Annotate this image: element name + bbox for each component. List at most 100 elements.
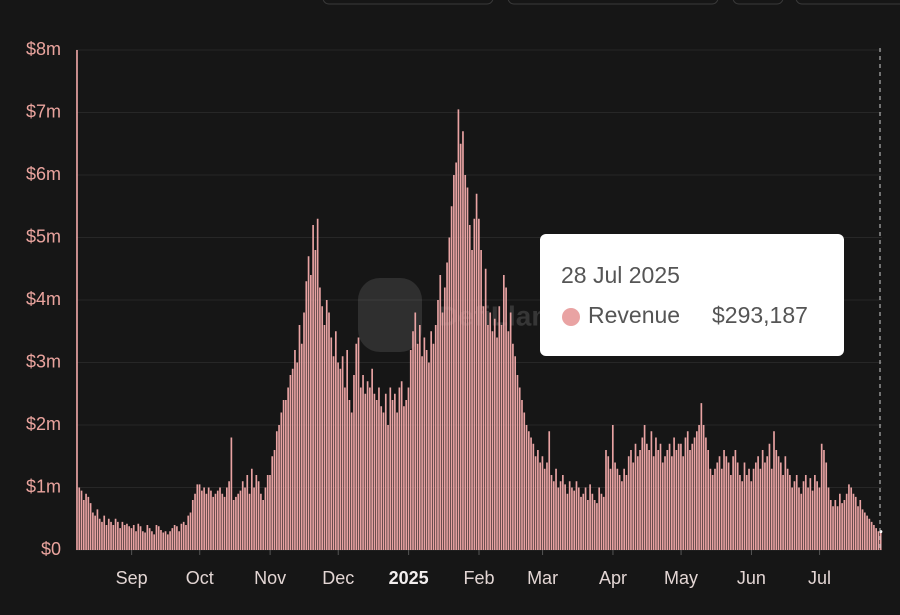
x-tick-label: Oct [186,568,214,588]
bar [334,331,337,550]
bar [216,490,219,550]
bar [391,400,394,550]
bar [564,484,566,550]
bar [332,356,335,550]
y-tick-label: $6m [26,164,61,184]
bar [459,143,462,550]
bar [300,343,303,550]
bar [264,487,267,550]
bar [471,250,473,550]
bar [748,468,750,550]
bar [257,481,260,550]
bar [879,531,882,550]
bar [187,515,190,550]
bar [793,481,796,550]
bar [761,450,764,550]
bar [877,531,880,550]
bar [509,312,512,550]
bar [92,512,94,550]
tooltip-value: $293,187 [712,302,808,328]
bar [403,406,405,550]
bar [527,431,530,550]
bar [434,325,437,550]
bar [287,387,289,550]
bar [119,528,121,550]
bar [764,462,766,550]
bar [555,468,557,550]
bar [811,490,814,550]
bar [214,493,217,550]
bar [350,412,353,550]
bar [305,281,308,550]
bar [443,287,446,550]
bar [584,487,587,550]
bar [155,525,158,550]
bar [223,496,226,550]
bar [235,496,237,550]
bar [171,528,174,550]
bar [593,500,596,550]
bar [863,512,866,550]
bar [843,500,846,550]
bar [773,431,775,550]
bar [807,487,809,550]
bar [428,362,430,550]
control-button[interactable] [732,0,784,5]
bar [664,456,666,550]
bar [500,325,503,550]
bar [759,468,762,550]
bar [784,456,787,550]
bar [248,493,251,550]
bar [607,456,610,550]
bar [636,456,639,550]
bar [502,275,505,550]
bar [346,350,349,550]
bar [750,481,753,550]
bar [586,500,589,550]
x-tick-label: Nov [254,568,286,588]
bar [652,456,655,550]
bar [441,312,444,550]
bar [532,443,535,550]
bar [432,343,435,550]
bar [94,515,96,550]
bar [768,443,771,550]
bar [425,350,428,550]
control-button[interactable] [322,0,494,5]
bar [398,387,401,550]
bar [307,256,310,550]
bar [627,456,630,550]
control-button[interactable] [507,0,719,5]
bar [316,218,319,550]
bar [646,443,648,550]
bar [135,531,137,550]
bar [369,387,371,550]
bar [337,362,339,550]
bar [321,306,324,550]
bar [575,481,578,550]
bar [153,534,156,550]
bar [609,468,612,550]
bar [711,475,714,550]
bar [718,456,721,550]
bar [416,343,419,550]
bar [446,262,448,550]
bar [348,400,351,550]
bar [225,487,228,550]
bar [730,475,732,550]
bar [591,493,594,550]
bar [366,381,369,550]
bar [673,437,675,550]
bar [473,218,476,550]
bar [87,496,90,550]
bar [371,368,373,550]
bar [487,325,489,550]
bar [514,356,517,550]
bar [605,450,607,550]
bar [530,437,532,550]
control-button[interactable] [795,0,900,5]
bar [804,475,807,550]
bar [671,456,673,550]
bar [373,393,376,550]
